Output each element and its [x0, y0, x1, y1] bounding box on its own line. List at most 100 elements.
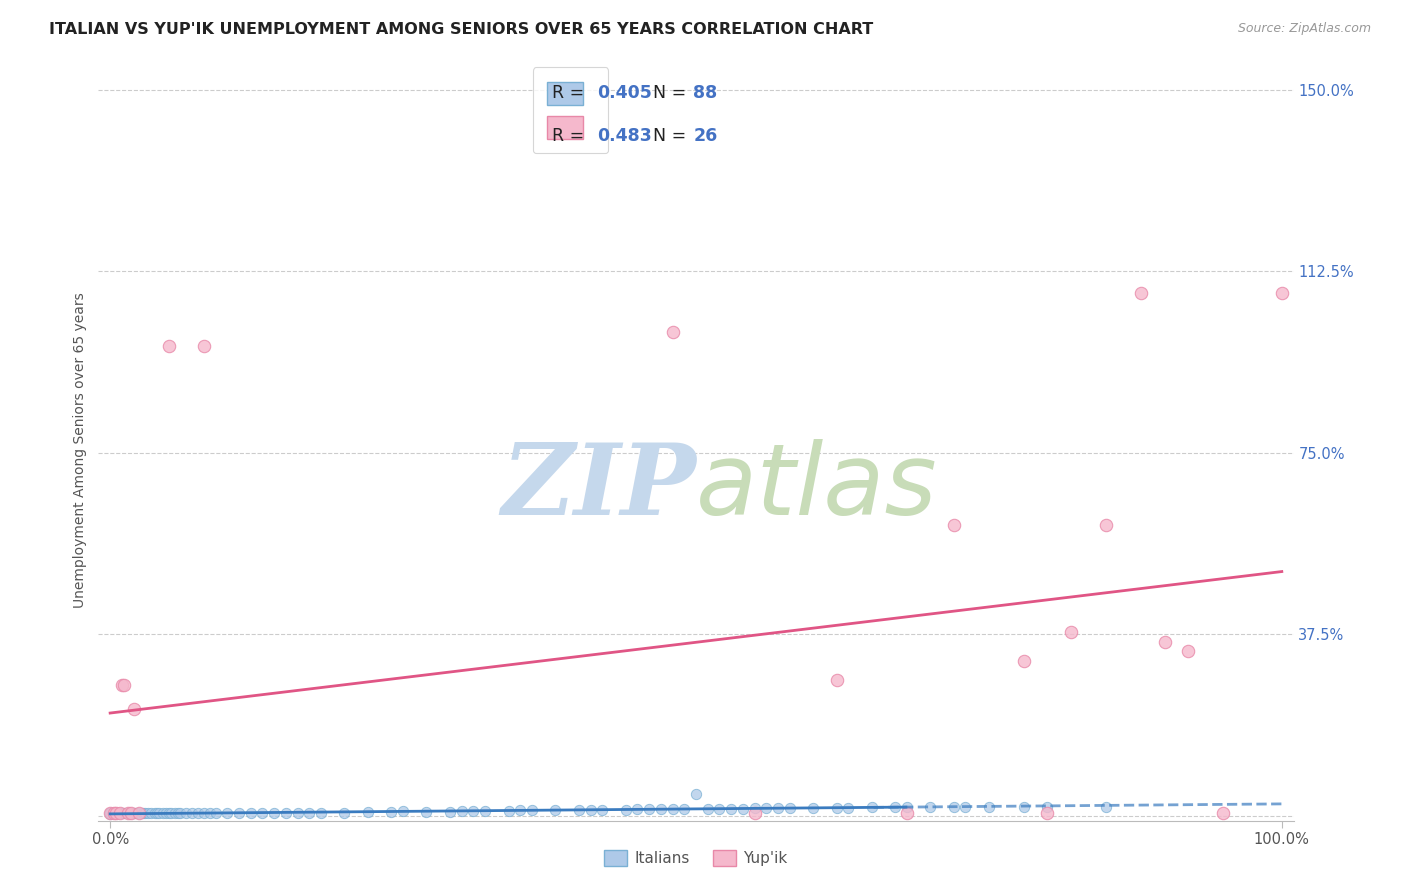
Point [1060, 624, 1083, 639]
Point [709, 802, 731, 816]
Text: 26: 26 [693, 127, 717, 145]
Point [1036, 806, 1059, 821]
Point [896, 806, 918, 821]
Text: Source: ZipAtlas.com: Source: ZipAtlas.com [1237, 22, 1371, 36]
Point [614, 803, 637, 817]
Point [498, 804, 520, 818]
Point [217, 806, 239, 821]
Point [1095, 800, 1118, 814]
Point [122, 806, 145, 821]
Point [638, 802, 661, 816]
Point [884, 800, 907, 814]
Point [392, 804, 415, 818]
Point [148, 806, 170, 821]
Point [112, 678, 135, 692]
Text: R =: R = [553, 127, 591, 145]
Point [579, 803, 602, 817]
Point [187, 806, 209, 821]
Point [252, 806, 274, 821]
Y-axis label: Unemployment Among Seniors over 65 years: Unemployment Among Seniors over 65 years [73, 293, 87, 608]
Point [122, 702, 145, 716]
Point [160, 806, 183, 821]
Point [134, 806, 156, 821]
Point [167, 806, 190, 821]
Point [120, 806, 142, 821]
Point [239, 806, 262, 821]
Point [1212, 806, 1234, 821]
Point [103, 806, 125, 821]
Point [779, 801, 801, 815]
Point [650, 802, 672, 816]
Point [1153, 634, 1175, 648]
Point [120, 806, 142, 821]
Point [274, 806, 297, 821]
Point [977, 800, 1000, 814]
Point [1095, 518, 1118, 533]
Text: ZIP: ZIP [501, 439, 696, 536]
Point [193, 806, 215, 821]
Point [474, 804, 496, 818]
Point [98, 806, 121, 821]
Point [174, 806, 197, 821]
Point [193, 339, 215, 353]
Point [204, 806, 226, 821]
Point [685, 787, 707, 801]
Point [117, 806, 139, 821]
Point [128, 806, 150, 821]
Legend: Italians, Yup'ik: Italians, Yup'ik [598, 844, 794, 872]
Point [136, 806, 159, 821]
Point [108, 806, 131, 821]
Text: 0.405: 0.405 [598, 84, 652, 102]
Text: R =: R = [553, 84, 591, 102]
Point [128, 806, 150, 821]
Point [357, 805, 380, 820]
Point [942, 518, 965, 533]
Point [825, 801, 848, 815]
Point [155, 806, 177, 821]
Point [731, 802, 754, 816]
Point [450, 804, 472, 818]
Text: ITALIAN VS YUP'IK UNEMPLOYMENT AMONG SENIORS OVER 65 YEARS CORRELATION CHART: ITALIAN VS YUP'IK UNEMPLOYMENT AMONG SEN… [49, 22, 873, 37]
Point [520, 803, 543, 817]
Point [105, 806, 128, 821]
Point [98, 807, 121, 822]
Point [720, 802, 742, 816]
Point [105, 806, 128, 821]
Text: 0.483: 0.483 [598, 127, 652, 145]
Point [661, 325, 683, 339]
Point [591, 803, 613, 817]
Text: N =: N = [641, 127, 692, 145]
Point [825, 673, 848, 688]
Point [942, 800, 965, 814]
Point [112, 806, 135, 821]
Point [544, 803, 567, 817]
Point [309, 806, 332, 821]
Point [463, 804, 485, 818]
Point [673, 802, 696, 816]
Point [766, 801, 789, 815]
Point [111, 678, 134, 692]
Point [415, 805, 437, 819]
Point [333, 806, 356, 821]
Point [181, 806, 204, 821]
Point [157, 339, 180, 353]
Point [837, 801, 859, 815]
Point [143, 806, 166, 821]
Point [755, 801, 778, 815]
Point [439, 805, 461, 819]
Point [744, 801, 766, 815]
Point [860, 800, 883, 814]
Point [117, 806, 139, 821]
Point [98, 806, 121, 821]
Point [1036, 800, 1059, 814]
Point [98, 806, 121, 821]
Point [157, 806, 180, 821]
Point [1177, 644, 1199, 658]
Text: 88: 88 [693, 84, 717, 102]
Point [955, 800, 977, 814]
Point [568, 803, 591, 817]
Point [380, 805, 402, 819]
Point [509, 803, 531, 817]
Point [1130, 286, 1153, 301]
Text: N =: N = [641, 84, 692, 102]
